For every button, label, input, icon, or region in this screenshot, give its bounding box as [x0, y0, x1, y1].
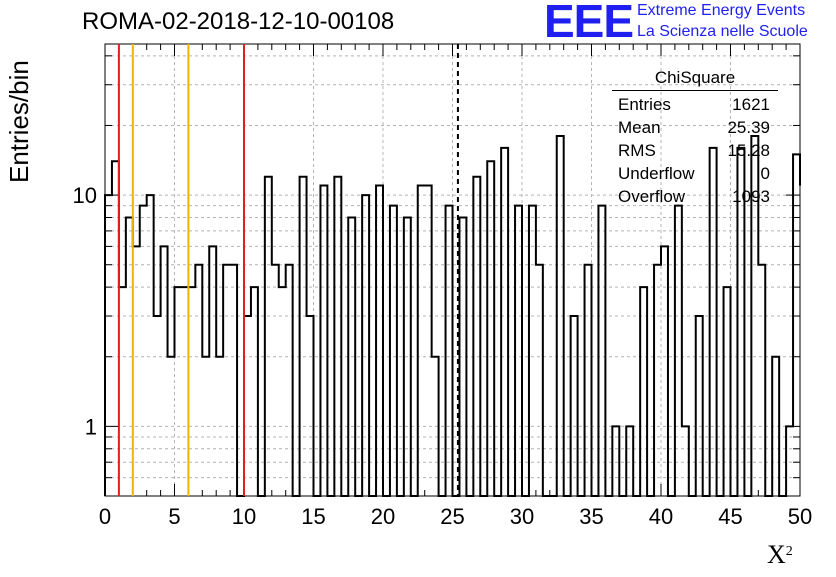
x-tick-label: 30 [510, 504, 534, 529]
x-axis-label: X2 [767, 540, 793, 570]
x-tick-label: 40 [649, 504, 673, 529]
stats-row-rms: RMS 15.28 [612, 139, 778, 162]
logo-tagline-2: La Scienza nelle Scuole [637, 23, 808, 40]
stats-label: Mean [618, 118, 661, 137]
stats-value: 1093 [732, 187, 770, 206]
stats-value: 0 [760, 164, 770, 183]
stats-label: Entries [618, 95, 671, 114]
stats-label: Overflow [618, 187, 686, 206]
x-tick-label: 20 [371, 504, 395, 529]
y-axis-label: Entries/bin [4, 60, 34, 183]
x-tick-label: 15 [301, 504, 325, 529]
x-tick-label: 25 [440, 504, 464, 529]
x-axis-label-superscript: 2 [785, 544, 793, 559]
stats-row-entries: Entries 1621 [612, 93, 778, 116]
stats-label: RMS [618, 141, 656, 160]
logo-tagline-1: Extreme Energy Events [637, 2, 806, 19]
stats-row-overflow: Overflow 1093 [612, 185, 778, 208]
stats-value: 25.39 [727, 118, 770, 137]
stats-value: 1621 [732, 95, 770, 114]
stats-box: ChiSquare Entries 1621 Mean 25.39 RMS 15… [612, 68, 778, 208]
histogram-series [104, 135, 801, 497]
x-tick-label: 50 [788, 504, 812, 529]
x-tick-label: 0 [99, 504, 111, 529]
stats-title: ChiSquare [612, 68, 778, 91]
x-tick-label: 5 [168, 504, 180, 529]
stats-value: 15.28 [727, 141, 770, 160]
stats-row-mean: Mean 25.39 [612, 116, 778, 139]
eee-logo: EEE [544, 0, 634, 47]
stats-row-underflow: Underflow 0 [612, 162, 778, 185]
y-tick-label: 10 [73, 183, 97, 208]
x-tick-label: 45 [718, 504, 742, 529]
stats-label: Underflow [618, 164, 695, 183]
y-tick-label: 1 [85, 414, 97, 439]
x-axis-label-base: X [767, 540, 786, 569]
chart-title: ROMA-02-2018-12-10-00108 [82, 8, 395, 35]
x-tick-label: 10 [232, 504, 256, 529]
x-tick-label: 35 [579, 504, 603, 529]
